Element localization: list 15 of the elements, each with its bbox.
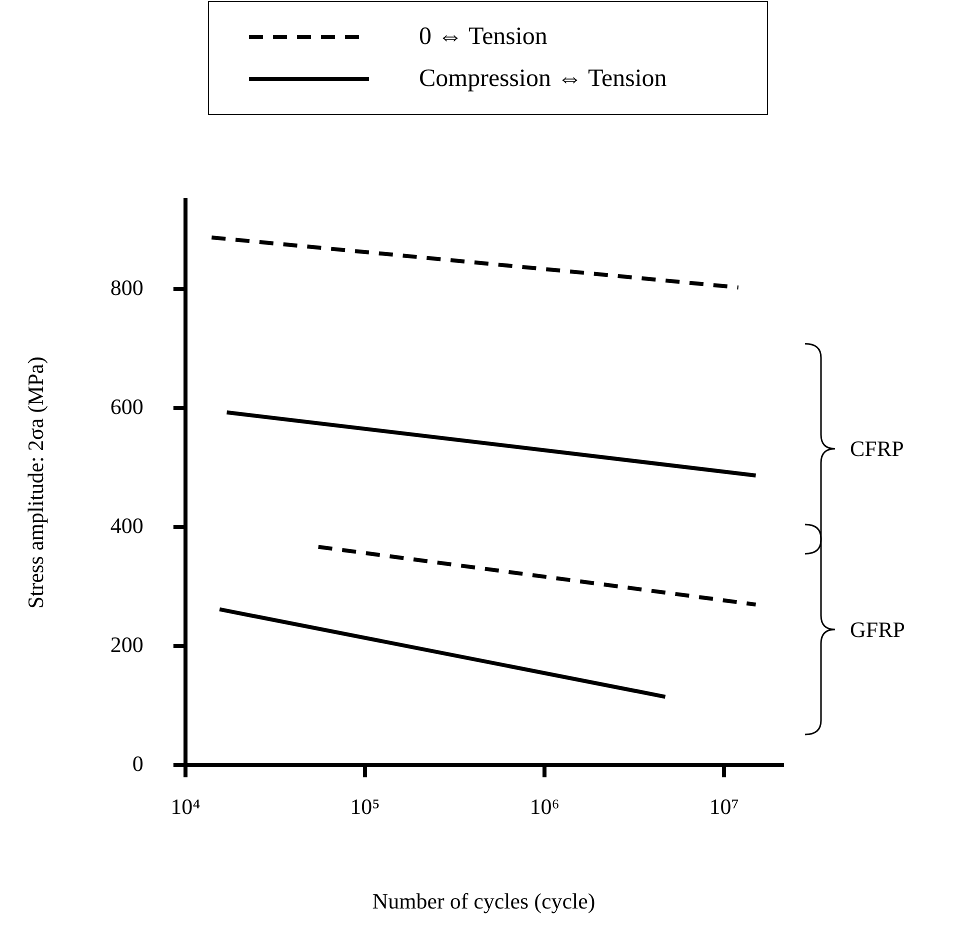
x-tick-label: 10⁴	[170, 794, 201, 820]
y-tick-label: 800	[110, 275, 144, 300]
y-tick-label: 600	[110, 394, 144, 420]
x-tick-label: 10⁷	[709, 794, 739, 820]
legend-label: 0 ⇔ Tension	[419, 23, 548, 51]
y-tick-label: 0	[132, 750, 144, 776]
y-tick-label: 400	[110, 513, 144, 538]
x-axis-title: Number of cycles (cycle)	[372, 888, 596, 914]
y-axis-title: Stress amplitude: 2σa (MPa)	[22, 356, 48, 609]
legend-label: Compression ⇔ Tension	[419, 65, 667, 93]
y-tick-label: 200	[110, 632, 144, 657]
x-tick-label: 10⁵	[350, 794, 380, 820]
text: CFRP	[850, 436, 904, 462]
x-tick-label: 10⁶	[530, 794, 560, 820]
text: GFRP	[850, 616, 906, 643]
